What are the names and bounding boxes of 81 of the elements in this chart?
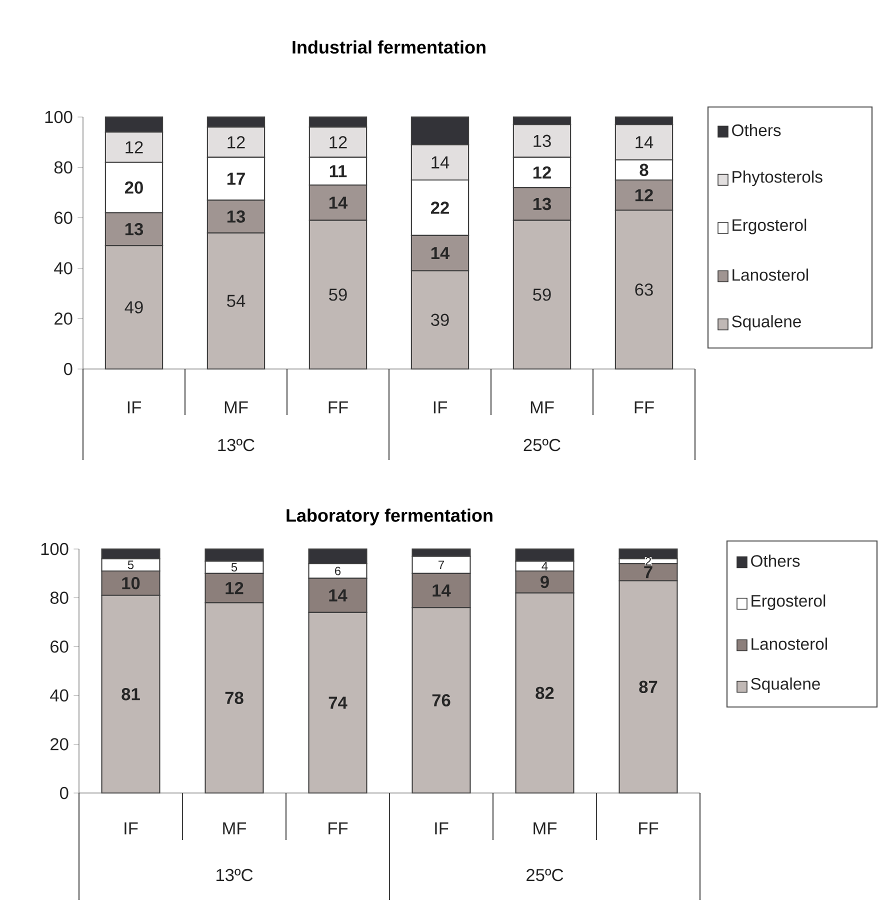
- data-label: 7: [644, 566, 652, 578]
- legend-label: Lanosterol: [752, 638, 827, 650]
- data-label: 78: [225, 692, 244, 704]
- data-label: 5: [231, 563, 238, 572]
- data-label: 14: [636, 136, 654, 148]
- y-tick-label: 100: [45, 110, 72, 124]
- x-tick-label: IF: [128, 401, 142, 414]
- legend-label: Ergosterol: [752, 594, 826, 610]
- data-label: 6: [335, 566, 341, 576]
- text: 13ºC: [218, 438, 254, 452]
- data-label: 74: [328, 696, 348, 709]
- data-label: 20: [124, 181, 143, 194]
- data-label: 5: [128, 560, 134, 570]
- y-tick-label: 20: [50, 738, 68, 750]
- data-label: 13: [534, 134, 551, 148]
- data-label: 12: [635, 189, 653, 202]
- legend-label: Squalene: [751, 677, 820, 694]
- y-tick-label: 100: [41, 542, 68, 556]
- y-tick-label: 20: [54, 312, 72, 325]
- data-label: 63: [635, 283, 653, 296]
- legend-label: Others: [751, 554, 800, 567]
- legend-label: Squalene: [732, 315, 801, 331]
- data-label: 7: [438, 560, 444, 569]
- y-tick-label: 40: [50, 689, 68, 702]
- data-label: 82: [536, 686, 554, 700]
- data-label: 87: [639, 680, 658, 694]
- data-label: 59: [329, 288, 347, 301]
- data-label: 59: [533, 288, 551, 301]
- x-tick-label: FF: [639, 822, 658, 834]
- data-label: 12: [226, 582, 244, 594]
- x-tick-label: FF: [634, 401, 654, 414]
- chart-title: Industrial fermentation: [292, 40, 486, 54]
- legend-label: Phytosterols: [732, 170, 822, 186]
- data-label: 13: [533, 198, 552, 210]
- y-tick-label: 60: [54, 212, 72, 224]
- y-tick-label: 0: [60, 786, 68, 800]
- data-label: 14: [329, 196, 348, 209]
- data-label: 12: [533, 166, 551, 178]
- data-label: 12: [228, 136, 245, 148]
- data-label: 11: [330, 165, 347, 178]
- text: 25ºC: [526, 868, 564, 882]
- data-label: 76: [432, 694, 450, 706]
- chart-title: Laboratory fermentation: [286, 508, 492, 526]
- data-label: 4: [542, 562, 548, 570]
- data-label: 14: [329, 589, 348, 602]
- x-tick-label: IF: [434, 401, 448, 414]
- data-label: 12: [330, 136, 347, 148]
- data-label: 9: [540, 576, 549, 588]
- legend-label: Lanosterol: [732, 268, 808, 281]
- data-label: 14: [431, 247, 450, 260]
- y-tick-label: 60: [50, 640, 68, 653]
- data-label: 17: [227, 172, 245, 185]
- y-tick-label: 40: [54, 262, 72, 274]
- y-tick-label: 80: [50, 592, 68, 604]
- data-label: 12: [126, 141, 143, 154]
- x-tick-label: MF: [224, 401, 248, 414]
- data-label: 8: [640, 164, 648, 176]
- text: 25ºC: [524, 438, 560, 452]
- x-tick-label: MF: [223, 822, 246, 834]
- text: 13ºC: [216, 868, 253, 882]
- data-label: 54: [227, 294, 246, 308]
- data-label: 10: [122, 577, 140, 590]
- y-tick-label: 0: [64, 362, 72, 376]
- legend-label: Others: [732, 124, 781, 136]
- data-label: 39: [431, 314, 449, 326]
- x-tick-label: MF: [534, 822, 557, 834]
- data-label: 81: [122, 688, 140, 700]
- data-label: 22: [430, 202, 449, 214]
- x-tick-label: IF: [124, 822, 138, 834]
- data-label: 13: [125, 222, 144, 236]
- x-tick-label: FF: [328, 401, 348, 414]
- x-tick-label: MF: [530, 401, 554, 414]
- data-label: 13: [227, 210, 246, 223]
- x-tick-label: FF: [328, 822, 348, 834]
- data-label: 14: [432, 584, 451, 596]
- data-label: 2: [646, 557, 651, 566]
- x-tick-label: IF: [435, 822, 448, 834]
- data-label: 14: [432, 156, 450, 168]
- y-tick-label: 80: [54, 161, 72, 174]
- legend-label: Ergosterol: [732, 218, 806, 234]
- data-label: 49: [124, 301, 143, 314]
